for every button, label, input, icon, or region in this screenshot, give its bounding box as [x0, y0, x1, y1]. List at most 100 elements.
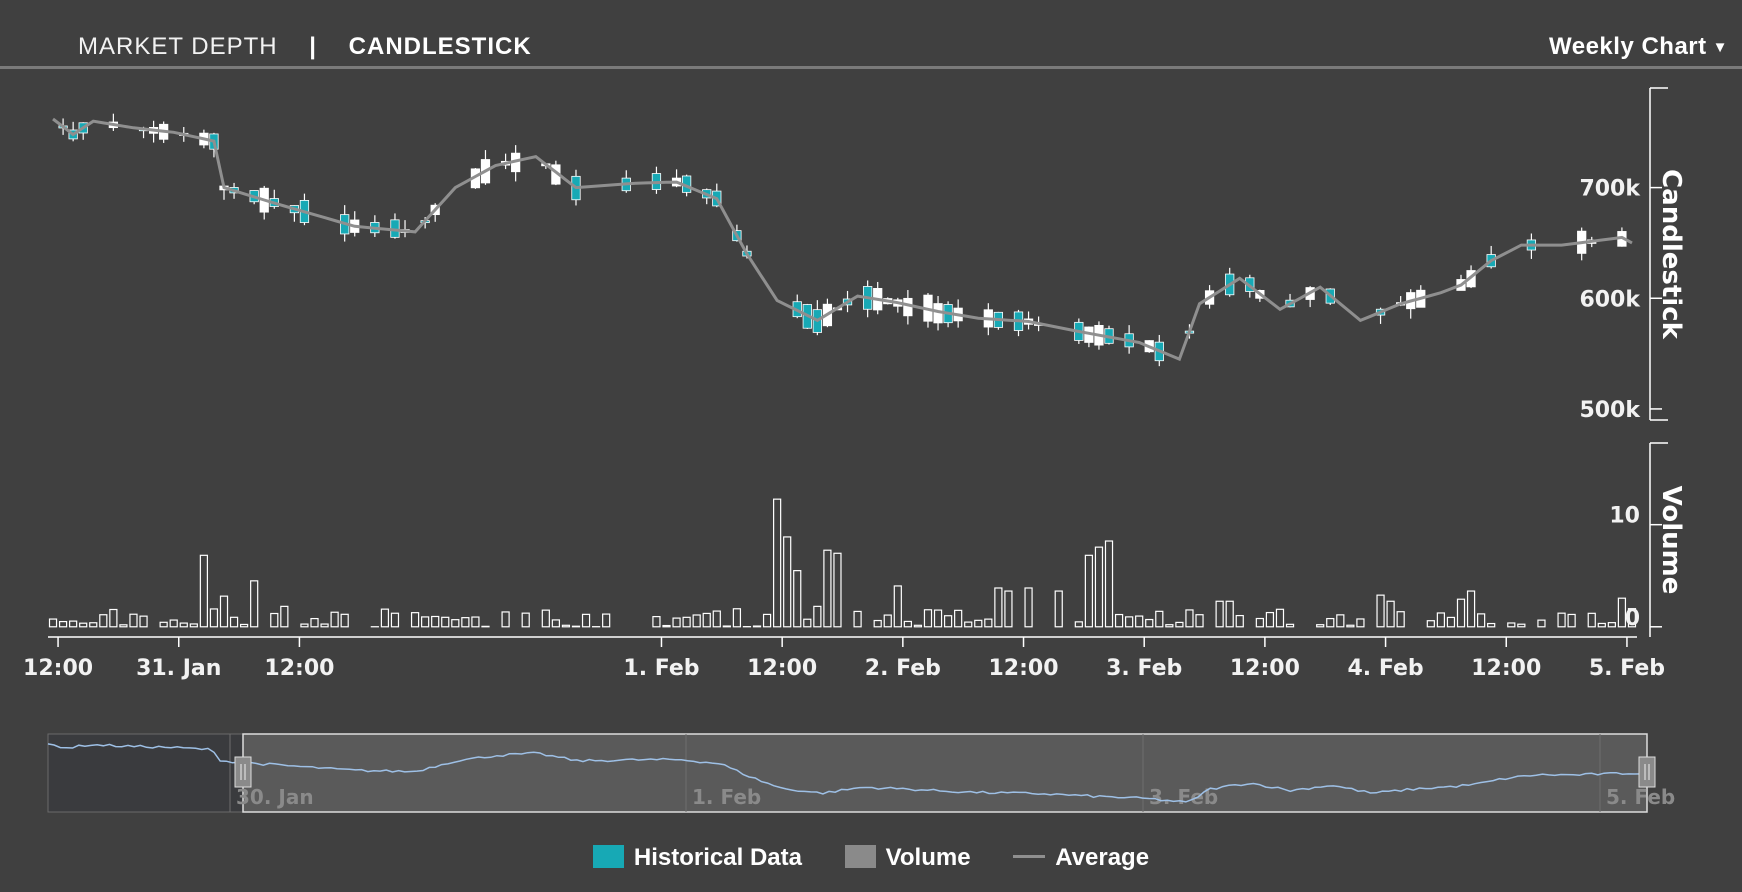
volume-bar — [421, 616, 430, 628]
legend-label-average: Average — [1055, 843, 1150, 871]
legend-swatch-volume — [844, 844, 876, 868]
navigator-line — [47, 743, 1647, 803]
volume-bar — [923, 609, 933, 628]
navigator-handle[interactable] — [234, 756, 252, 788]
volume-bar — [451, 619, 460, 628]
chart-range-dropdown[interactable]: Weekly Chart ▼ — [1549, 33, 1728, 61]
volume-bar — [209, 608, 219, 628]
volume-bar — [1165, 624, 1174, 628]
volume-bar — [652, 616, 661, 628]
x-tick-label: 2. Feb — [865, 656, 941, 681]
average-line — [52, 117, 1633, 362]
volume-bar — [1155, 610, 1164, 628]
volume-bar — [974, 619, 983, 628]
volume-bar — [1316, 624, 1325, 628]
volume-tick-label: 10 — [1609, 504, 1640, 529]
volume-bar — [109, 608, 118, 628]
navigator-handle[interactable] — [1638, 756, 1656, 788]
volume-bar — [270, 612, 279, 628]
volume-bar — [692, 614, 701, 628]
volume-bar — [551, 619, 560, 628]
navigator-label: 30. Jan — [236, 785, 314, 809]
volume-bar — [1456, 598, 1466, 628]
tab-market-depth[interactable]: MARKET DEPTH — [78, 33, 278, 60]
volume-bar — [99, 614, 108, 628]
volume-bar — [1346, 624, 1355, 628]
navigator-handle-body — [1638, 756, 1656, 788]
volume-bar — [169, 619, 178, 628]
volume-bar — [1255, 617, 1264, 628]
volume-bar — [1326, 617, 1335, 628]
x-tick-label: 31. Jan — [136, 656, 221, 681]
volume-bar — [330, 611, 339, 628]
volume-bar — [79, 622, 88, 628]
legend-item-historical[interactable]: Historical Data — [592, 844, 802, 872]
volume-bar — [1617, 597, 1627, 628]
legend-item-average[interactable]: Average — [1013, 844, 1149, 872]
volume-bar — [300, 623, 309, 628]
volume-bar — [1004, 590, 1013, 628]
volume-bar — [943, 615, 953, 628]
volume-bar — [903, 620, 912, 628]
volume-bar — [1487, 622, 1496, 628]
volume-bar — [139, 615, 148, 628]
navigator[interactable]: 30. Jan 1. Feb 3. Feb 5. Feb — [47, 733, 1675, 813]
volume-bar — [1537, 619, 1546, 628]
volume-bar — [250, 580, 259, 628]
volume-bar — [380, 608, 390, 628]
price-tick-label: 700k — [1579, 177, 1641, 202]
navigator-selection — [242, 733, 1648, 813]
volume-bar — [1386, 600, 1395, 628]
volume-bar — [1446, 616, 1456, 628]
volume-bar — [1466, 590, 1476, 628]
volume-bar — [1285, 623, 1295, 628]
volume-bar — [1557, 612, 1566, 628]
volume-bar — [1336, 614, 1345, 628]
volume-bar — [541, 609, 550, 628]
tab-candlestick[interactable]: CANDLESTICK — [348, 33, 532, 60]
navigator-label: 5. Feb — [1606, 785, 1675, 809]
legend-item-volume[interactable]: Volume — [844, 844, 971, 872]
price-axis-title: Candlestick — [1656, 169, 1686, 340]
volume-bar — [390, 612, 400, 628]
x-tick-label: 5. Feb — [1589, 656, 1665, 681]
volume-bar — [722, 625, 731, 628]
volume-bar — [773, 498, 782, 628]
volume-bar — [1054, 590, 1063, 628]
volume-bar — [893, 585, 902, 628]
volume-bar — [732, 608, 742, 628]
x-tick-label: 12:00 — [1471, 656, 1541, 681]
volume-bar — [1235, 614, 1244, 628]
volume-tick-label: 0 — [1625, 606, 1640, 631]
volume-bar — [1436, 612, 1446, 628]
volume-bar — [239, 623, 249, 628]
volume-bar — [833, 552, 842, 628]
volume-bar — [320, 623, 329, 628]
volume-bar — [48, 618, 58, 628]
volume-bar — [1195, 614, 1204, 628]
volume-bar — [883, 614, 892, 628]
volume-bar — [1627, 608, 1637, 628]
volume-bar — [431, 615, 440, 628]
volume-bar — [1507, 622, 1516, 628]
x-tick-label: 1. Feb — [623, 656, 699, 681]
volume-bar — [280, 605, 289, 628]
volume-bar — [561, 624, 571, 628]
volume-bar — [783, 536, 792, 628]
volume-bar — [1084, 554, 1094, 628]
volume-bar — [1225, 600, 1234, 628]
volume-bar — [803, 618, 812, 628]
volume-bar — [179, 622, 188, 628]
volume-bar — [702, 612, 711, 628]
volume-bar — [1356, 618, 1365, 628]
volume-bar — [1517, 623, 1526, 628]
x-tick-label: 12:00 — [989, 656, 1059, 681]
x-tick-label: 12:00 — [264, 656, 334, 681]
volume-bar — [1145, 618, 1154, 628]
volume-bar — [410, 612, 420, 628]
x-tick-label: 12:00 — [23, 656, 93, 681]
volume-bar — [219, 595, 229, 628]
volume-bar — [933, 609, 943, 628]
navigator-handle-body — [234, 756, 252, 788]
